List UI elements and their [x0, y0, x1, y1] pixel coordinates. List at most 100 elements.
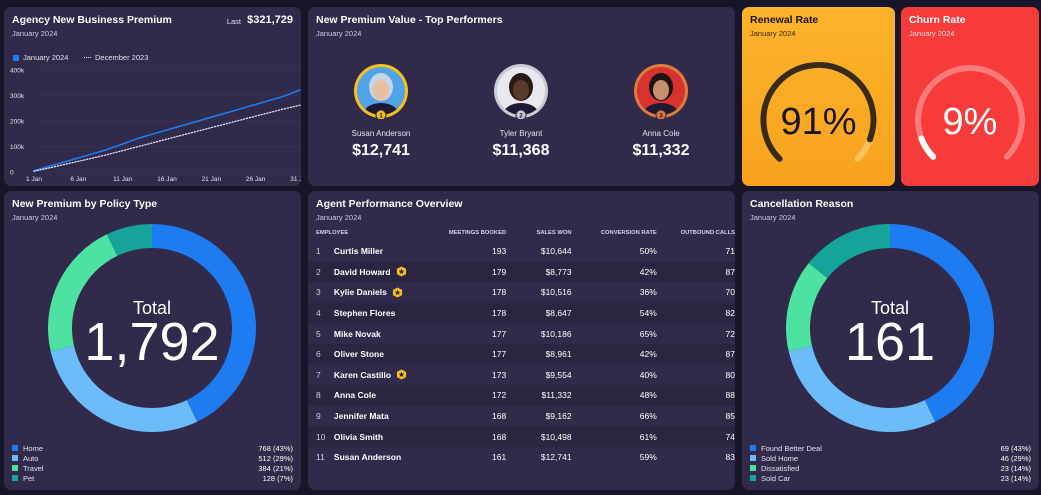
row-index: 11 [316, 452, 325, 463]
meetings-cell: 193 [492, 246, 507, 257]
sales-cell: $8,773 [545, 266, 572, 277]
header-employee[interactable]: EMPLOYEE [316, 230, 349, 236]
donut-slice-sold-car[interactable] [808, 224, 890, 279]
legend-label: Found Better Deal [761, 443, 822, 453]
calls-cell: 74 [725, 431, 735, 442]
policy-type-card: New Premium by Policy Type January 2024 … [4, 191, 301, 490]
donut-slice-found-better-deal[interactable] [890, 224, 994, 422]
donut-slice-pet[interactable] [106, 224, 152, 256]
cancellation-legend: Found Better Deal 69 (43%) Sold Home 46 (29… [750, 443, 1031, 483]
employee-name: Curtis Miller [333, 246, 384, 257]
donut-slice-home[interactable] [152, 224, 256, 422]
meetings-cell: 179 [492, 266, 507, 277]
table-row[interactable]: 4 Stephen Flores 178 $8,647 54% 82 [308, 302, 735, 324]
policy-legend: Home 768 (43%) Auto 512 (29%) Travel 384 (21%… [12, 443, 293, 483]
employee-cell: Susan Anderson [326, 452, 433, 462]
legend-swatch [750, 465, 756, 471]
donut-slice-auto[interactable] [50, 345, 198, 432]
donut-slice-travel[interactable] [47, 234, 118, 352]
legend-swatch [13, 54, 19, 61]
table-row[interactable]: 2 David Howard 179 $8,773 42% 87 [308, 261, 735, 283]
legend-item[interactable]: Auto 512 (29%) [12, 453, 293, 463]
x-tick-label: 16 Jan [157, 176, 177, 183]
meetings-cell: 178 [492, 287, 507, 298]
top-performers-card: New Premium Value - Top Performers Janua… [308, 7, 735, 186]
y-tick-label: 0 [10, 170, 14, 177]
legend-item[interactable]: Pet 128 (7%) [12, 473, 293, 483]
meetings-cell: 173 [492, 369, 507, 380]
rank-number: 1 [379, 113, 383, 120]
y-tick-label: 200k [10, 119, 25, 126]
avatar: 2 [493, 63, 549, 121]
meetings-cell: 177 [492, 328, 507, 339]
calls-cell: 70 [725, 287, 735, 298]
legend-item[interactable]: Found Better Deal 69 (43%) [750, 443, 1031, 453]
row-index: 3 [316, 287, 321, 298]
table-header: EMPLOYEE MEETINGS BOOKED SALES WON CONVE… [308, 225, 735, 241]
calls-cell: 87 [725, 266, 735, 277]
legend-label: Sold Car [761, 473, 791, 483]
employee-cell: Jennifer Mata [326, 411, 433, 421]
top-performer[interactable]: 1 Susan Anderson $12,741 [326, 63, 436, 160]
conversion-cell: 40% [639, 369, 657, 380]
legend-item-current: January 2024 [13, 53, 68, 62]
meetings-cell: 168 [492, 431, 507, 442]
meetings-cell: 178 [492, 308, 507, 319]
agency-premium-card: Agency New Business Premium January 2024… [4, 7, 301, 186]
donut-slice-dissatisfied[interactable] [786, 263, 828, 352]
agent-performance-card: Agent Performance Overview January 2024 … [308, 191, 735, 490]
meetings-cell: 172 [492, 390, 507, 401]
calls-cell: 72 [725, 328, 735, 339]
agency-line-chart: 0 100k 200k 300k 400k 1 Jan 6 Jan 11 Jan 16 Jan 2… [10, 68, 301, 184]
renewal-rate-card: Renewal Rate January 2024 91% [742, 7, 895, 186]
sales-cell: $10,516 [540, 287, 572, 298]
award-badge-icon [396, 266, 406, 277]
legend-label: January 2024 [23, 53, 69, 62]
legend-item[interactable]: Travel 384 (21%) [12, 463, 293, 473]
table-row[interactable]: 7 Karen Castillo 173 $9,554 40% 80 [308, 365, 735, 386]
gauge-fill [760, 62, 877, 162]
table-row[interactable]: 8 Anna Cole 172 $11,332 48% 88 [308, 385, 735, 406]
legend-swatch [750, 475, 756, 481]
sales-cell: $11,332 [541, 390, 572, 401]
top-performer[interactable]: 2 Tyler Bryant $11,368 [466, 63, 576, 160]
conversion-cell: 50% [639, 246, 657, 257]
table-row[interactable]: 3 Kylie Daniels 178 $10,516 36% 70 [308, 282, 735, 303]
table-row[interactable]: 5 Mike Novak 177 $10,186 65% 72 [308, 323, 735, 344]
card-subtitle: January 2024 [909, 29, 955, 38]
donut-slice-sold-home[interactable] [788, 345, 936, 432]
header-sales[interactable]: SALES WON [536, 230, 572, 236]
donut-center-value: 1,792 [84, 312, 219, 372]
employee-cell: Oliver Stone [326, 349, 433, 359]
y-tick-label: 400k [10, 68, 25, 75]
card-subtitle: January 2024 [750, 29, 796, 38]
legend-item[interactable]: Home 768 (43%) [12, 443, 293, 453]
legend-item[interactable]: Sold Car 23 (14%) [750, 473, 1031, 483]
avatar-image: 2 [494, 64, 548, 121]
top-performer[interactable]: 3 Anna Cole $11,332 [606, 63, 716, 160]
x-tick-label: 1 Jan [26, 176, 42, 183]
x-tick-label: 6 Jan [70, 176, 86, 183]
churn-rate-card: Churn Rate January 2024 9% [901, 7, 1039, 186]
employee-name: Anna Cole [333, 390, 376, 401]
conversion-cell: 42% [639, 266, 657, 277]
donut-center-value: 161 [845, 312, 935, 372]
legend-label: December 2023 [95, 53, 149, 62]
legend-item[interactable]: Sold Home 46 (29%) [750, 453, 1031, 463]
header-calls[interactable]: OUTBOUND CALLS [680, 230, 735, 236]
gauge-fill [918, 135, 937, 160]
sales-cell: $10,644 [540, 246, 572, 257]
table-row[interactable]: 6 Oliver Stone 177 $8,961 42% 87 [308, 343, 735, 365]
avatar: 1 [353, 63, 409, 121]
table-row[interactable]: 1 Curtis Miller 193 $10,644 50% 71 [308, 241, 735, 262]
table-row[interactable]: 10 Olivia Smith 168 $10,498 61% 74 [308, 426, 735, 447]
legend-swatch-dotted [84, 57, 91, 58]
legend-item[interactable]: Dissatisfied 23 (14%) [750, 463, 1031, 473]
header-conversion[interactable]: CONVERSION RATE [600, 230, 657, 236]
table-row[interactable]: 9 Jennifer Mata 168 $9,162 66% 85 [308, 406, 735, 427]
table-row[interactable]: 11 Susan Anderson 161 $12,741 59% 83 [308, 447, 735, 468]
conversion-cell: 54% [639, 308, 657, 319]
header-meetings[interactable]: MEETINGS BOOKED [448, 230, 507, 236]
legend-swatch [12, 445, 18, 451]
x-tick-label: 31 Jan [290, 176, 301, 183]
